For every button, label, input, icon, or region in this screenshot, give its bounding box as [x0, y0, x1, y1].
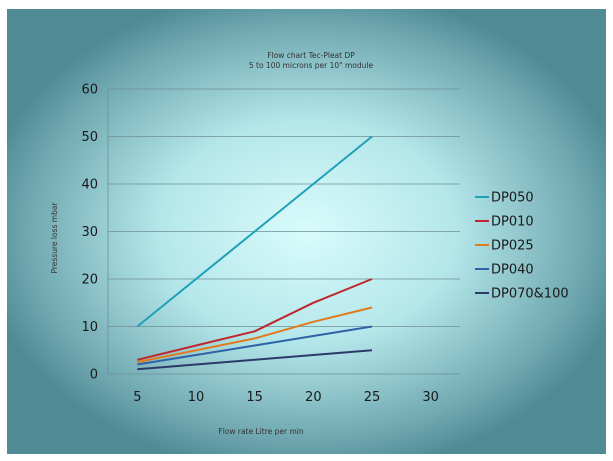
y-tick-label: 10 [81, 320, 98, 335]
chart-subtitle: 5 to 100 microns per 10" module [249, 61, 374, 70]
series-line-dp070-100 [137, 349, 373, 371]
series-line-dp025 [137, 306, 373, 364]
axes [107, 89, 460, 375]
grid-lines [108, 88, 460, 327]
series-line-dp040 [137, 325, 373, 366]
chart-title: Flow chart Tec-Pleat DP [267, 51, 355, 60]
y-tick-label: 30 [81, 225, 98, 240]
line-chart: Flow chart Tec-Pleat DP 5 to 100 microns… [50, 51, 569, 436]
x-tick-label: 10 [188, 390, 205, 405]
x-tick-label: 30 [422, 390, 439, 405]
series-line-dp050 [136, 135, 373, 328]
x-axis-label: Flow rate Litre per min [218, 427, 303, 436]
y-tick-label: 0 [90, 368, 98, 383]
series-lines [136, 135, 373, 371]
legend-label: DP025 [491, 239, 534, 254]
y-tick-label: 50 [81, 130, 98, 145]
x-tick-label: 15 [246, 390, 263, 405]
legend-label: DP010 [491, 215, 534, 230]
legend-label: DP070&100 [491, 287, 569, 302]
legend-label: DP050 [491, 191, 534, 206]
y-tick-label: 40 [81, 178, 98, 193]
chart-frame: Flow chart Tec-Pleat DP 5 to 100 microns… [7, 9, 606, 454]
tick-labels: 0 10 20 30 40 50 60 5 10 15 20 25 30 [81, 83, 438, 406]
legend: DP050 DP010 DP025 DP040 DP070&100 [475, 191, 569, 302]
x-tick-label: 5 [133, 390, 141, 405]
y-tick-label: 60 [81, 83, 98, 98]
x-tick-label: 25 [364, 390, 381, 405]
series-line-dp010 [137, 278, 373, 361]
x-tick-label: 20 [305, 390, 322, 405]
y-axis-label: Pressure loss mbar [50, 202, 59, 274]
y-tick-label: 20 [81, 273, 98, 288]
legend-label: DP040 [491, 263, 534, 278]
